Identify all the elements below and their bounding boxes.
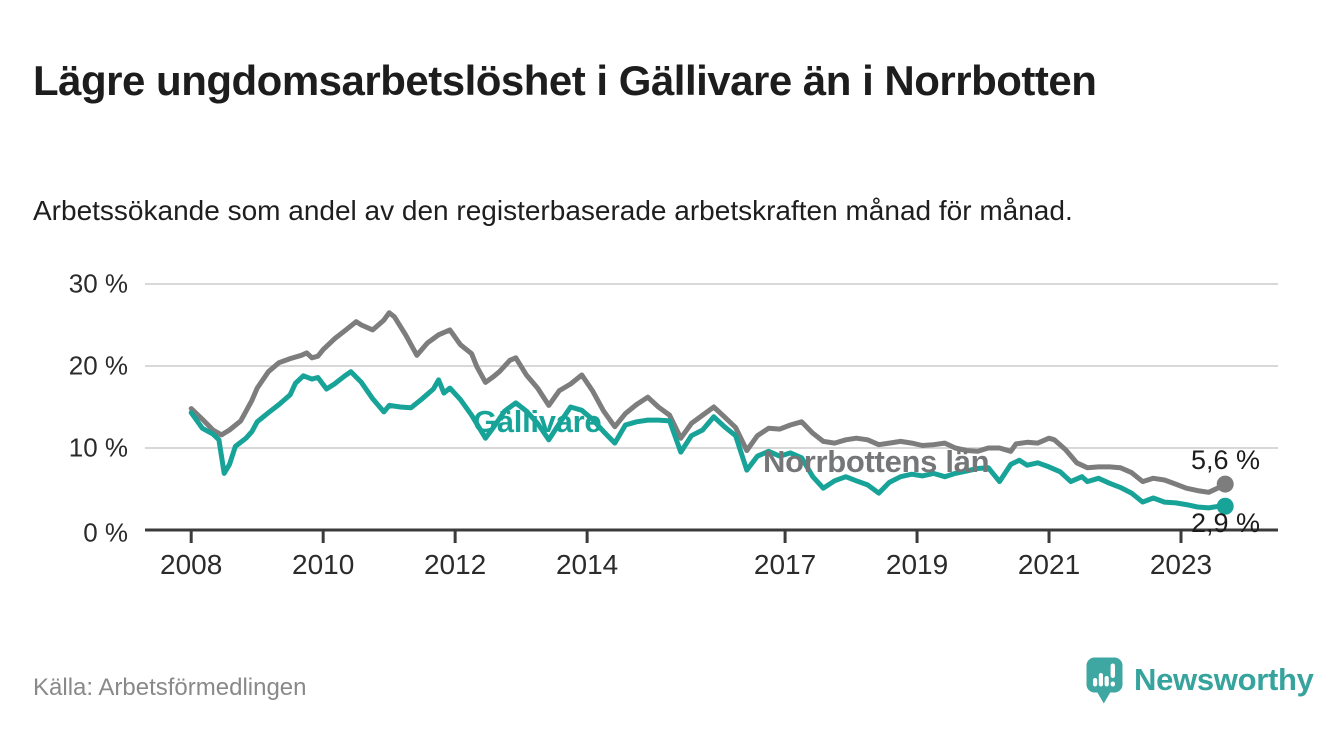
page-title: Lägre ungdomsarbetslöshet i Gällivare än… [33, 57, 1097, 105]
series-label-norrbottens-lan: Norrbottens län [763, 444, 990, 479]
newsworthy-logo-text: Newsworthy [1134, 662, 1314, 697]
x-tick-label-2017: 2017 [753, 549, 817, 580]
newsworthy-logo: Newsworthy [1086, 657, 1314, 710]
x-tick-label-2019: 2019 [885, 549, 949, 580]
x-tick-label-2008: 2008 [160, 549, 223, 580]
x-tick-label-2010: 2010 [292, 549, 355, 580]
end-value-label-norrbotten: 5,6 % [1190, 445, 1260, 475]
y-tick-label-10: 10 % [68, 432, 128, 463]
x-tick-label-2023: 2023 [1149, 549, 1213, 580]
series-label-gallivare: Gällivare [473, 404, 602, 439]
series-line-gallivare [188, 369, 1228, 511]
x-tick-label-2021: 2021 [1017, 549, 1081, 580]
y-tick-label-0: 0 % [83, 517, 128, 548]
y-tick-label-20: 20 % [68, 350, 128, 381]
newsworthy-logo-icon [1086, 657, 1123, 710]
end-dot-gallivare [1216, 497, 1234, 515]
end-dot-norrbotten [1216, 475, 1234, 493]
series-line-norrbotten [188, 310, 1228, 495]
chart-subtitle: Arbetssökande som andel av den registerb… [33, 195, 1073, 226]
y-tick-label-30: 30 % [68, 268, 128, 299]
x-tick-label-2012: 2012 [423, 549, 487, 580]
end-value-label-gallivare: 2,9 % [1190, 508, 1260, 538]
source-attribution: Källa: Arbetsförmedlingen [33, 674, 307, 701]
x-tick-label-2014: 2014 [555, 549, 619, 580]
